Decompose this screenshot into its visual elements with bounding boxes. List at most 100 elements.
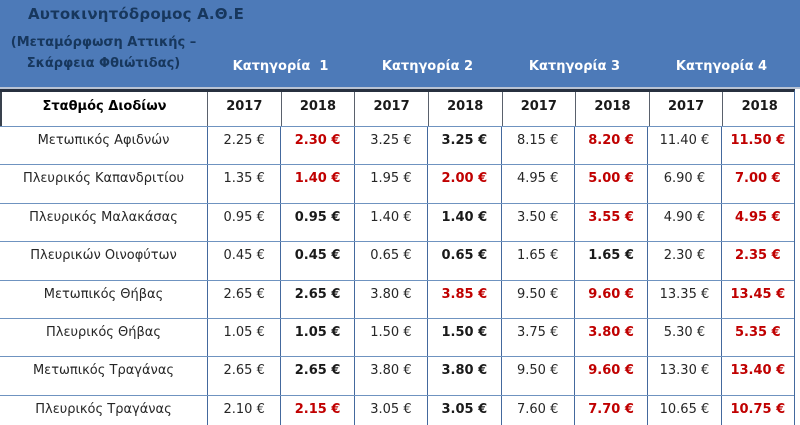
toll-value: 3.80 €	[353, 357, 427, 395]
table-row: Πλευρικός Καπανδριτίου 1.35 €1.40 €1.95 €…	[0, 164, 794, 203]
toll-value: 8.15 €	[500, 127, 574, 165]
station-name: Πλευρικών Οινοφύτων	[30, 248, 177, 264]
toll-value: 2.30 €	[280, 127, 353, 165]
station-name: Πλευρικός Τραγάνας	[35, 401, 172, 417]
toll-value: 5.00 €	[573, 165, 647, 203]
subtitle-line-1: (Μεταμόρφωση Αττικής –	[10, 35, 197, 50]
toll-value: 6.90 €	[647, 165, 720, 203]
toll-value: 4.90 €	[647, 203, 720, 242]
table-row: Μετωπικός Τραγάνας 2.65 €2.65 €3.80 €3.80…	[0, 356, 794, 395]
toll-value: 11.40 €	[647, 127, 720, 165]
toll-value: 2.65 €	[207, 357, 280, 395]
year-column-header: 2018	[427, 92, 502, 126]
toll-value: 7.70 €	[573, 395, 647, 425]
toll-value: 0.65 €	[353, 242, 427, 280]
page-subtitle: (Μεταμόρφωση Αττικής – Σκάρφεια Φθιώτιδα…	[0, 32, 207, 74]
toll-value: 3.25 €	[427, 127, 500, 165]
category-1-header: Κατηγορία 1	[232, 59, 329, 74]
toll-value: 13.30 €	[647, 357, 720, 395]
subtitle-line-2: Σκάρφεια Φθιώτιδας)	[26, 56, 181, 71]
toll-value: 2.65 €	[280, 357, 353, 395]
table-row: Μετωπικός Αφιδνών 2.25 €2.30 €3.25 €3.25 …	[0, 126, 794, 165]
toll-value: 13.40 €	[720, 357, 794, 395]
toll-value: 2.25 €	[207, 127, 280, 165]
toll-value: 4.95 €	[500, 165, 574, 203]
table-row: Πλευρικός Μαλακάσας 0.95 €0.95 €1.40 €1.4…	[0, 202, 794, 242]
toll-value: 1.40 €	[280, 165, 353, 203]
toll-value: 9.50 €	[500, 280, 574, 318]
toll-value: 13.45 €	[720, 280, 794, 318]
year-column-header: 2018	[280, 92, 355, 126]
toll-value: 1.95 €	[353, 165, 427, 203]
toll-value: 11.50 €	[720, 127, 794, 165]
toll-value: 3.80 €	[427, 357, 500, 395]
toll-value: 1.40 €	[353, 203, 427, 242]
station-name: Μετωπικός Αφιδνών	[37, 133, 170, 148]
toll-value: 10.75 €	[720, 395, 794, 425]
toll-value: 2.65 €	[207, 280, 280, 318]
toll-value: 13.35 €	[647, 280, 720, 318]
toll-value: 2.30 €	[647, 242, 720, 280]
category-3-header: Κατηγορία 3	[528, 59, 621, 74]
toll-value: 0.45 €	[280, 242, 353, 280]
toll-value: 0.65 €	[427, 242, 500, 280]
toll-value: 3.50 €	[500, 203, 574, 242]
table-row: Πλευρικών Οινοφύτων 0.45 €0.45 €0.65 €0.6…	[0, 241, 794, 280]
station-name: Πλευρικός Θήβας	[45, 324, 161, 340]
toll-value: 3.55 €	[573, 203, 647, 242]
toll-value: 10.65 €	[647, 395, 720, 425]
year-column-header: 2018	[722, 92, 796, 126]
toll-value: 5.35 €	[720, 318, 794, 357]
toll-value: 1.05 €	[207, 318, 280, 357]
category-2-header: Κατηγορία 2	[381, 59, 474, 74]
toll-value: 7.00 €	[720, 165, 794, 203]
toll-value: 1.50 €	[353, 318, 427, 357]
toll-value: 8.20 €	[573, 127, 647, 165]
toll-value: 1.40 €	[427, 203, 500, 242]
table-banner: Αυτοκινητόδρομος Α.Θ.Ε (Μεταμόρφωση Αττι…	[0, 0, 800, 89]
table-row: Μετωπικός Θήβας 2.65 €2.65 €3.80 €3.85 €9…	[0, 279, 794, 318]
station-name: Πλευρικός Μαλακάσας	[29, 209, 178, 225]
year-column-header: 2017	[648, 92, 723, 126]
station-name: Μετωπικός Θήβας	[43, 286, 164, 302]
table-row: Πλευρικός Τραγάνας 2.10 €2.15 €3.05 €3.05…	[0, 394, 794, 425]
toll-value: 9.60 €	[573, 357, 647, 395]
station-name: Μετωπικός Τραγάνας	[32, 363, 175, 379]
year-column-header: 2017	[501, 92, 576, 126]
toll-value: 2.35 €	[720, 242, 794, 280]
table-header-row: Σταθμός Διοδίων 2017 2018 2017 2018 2017…	[0, 92, 796, 126]
toll-value: 1.65 €	[500, 242, 574, 280]
toll-value: 0.95 €	[207, 203, 280, 242]
toll-value: 2.00 €	[427, 165, 500, 203]
toll-value: 5.30 €	[647, 318, 720, 357]
toll-value: 4.95 €	[720, 203, 794, 242]
toll-value: 1.05 €	[280, 318, 353, 357]
category-4-header: Κατηγορία 4	[675, 59, 768, 74]
toll-value: 3.80 €	[573, 318, 647, 357]
toll-value: 3.75 €	[500, 318, 574, 357]
toll-value: 9.50 €	[500, 357, 574, 395]
toll-value: 3.80 €	[353, 280, 427, 318]
page-title: Αυτοκινητόδρομος Α.Θ.Ε	[28, 5, 245, 23]
toll-table: Σταθμός Διοδίων 2017 2018 2017 2018 2017…	[0, 89, 795, 425]
station-column-header: Σταθμός Διοδίων	[42, 99, 167, 114]
year-column-header: 2017	[354, 92, 428, 126]
toll-value: 1.50 €	[427, 318, 500, 357]
toll-value: 3.05 €	[427, 395, 500, 425]
table-row: Πλευρικός Θήβας 1.05 €1.05 €1.50 €1.50 €3…	[0, 317, 794, 357]
toll-value: 0.95 €	[280, 203, 353, 242]
year-column-header: 2017	[207, 92, 281, 126]
toll-value: 0.45 €	[207, 242, 280, 280]
toll-value: 7.60 €	[500, 395, 574, 425]
toll-value: 2.15 €	[280, 395, 353, 425]
toll-value: 3.25 €	[353, 127, 427, 165]
toll-value: 1.65 €	[573, 242, 647, 280]
toll-value: 9.60 €	[573, 280, 647, 318]
toll-value: 3.05 €	[353, 395, 427, 425]
toll-value: 2.10 €	[207, 395, 280, 425]
toll-value: 1.35 €	[207, 165, 280, 203]
station-name: Πλευρικός Καπανδριτίου	[22, 171, 185, 187]
banner-title-block: Αυτοκινητόδρομος Α.Θ.Ε (Μεταμόρφωση Αττι…	[0, 0, 245, 87]
year-column-header: 2018	[575, 92, 649, 126]
